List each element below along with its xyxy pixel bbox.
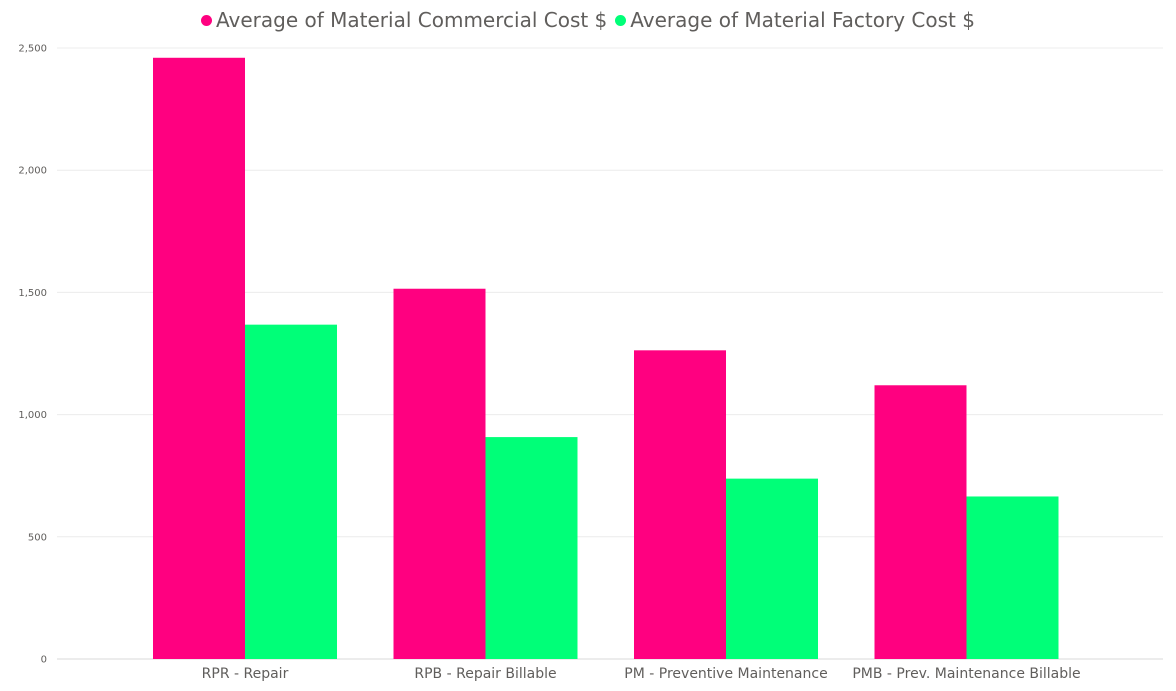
legend-dot-commercial: [201, 14, 213, 26]
bar-commercial-3[interactable]: [874, 385, 967, 659]
y-tick-label-1000: 1,000: [18, 410, 47, 421]
bar-commercial-1[interactable]: [393, 288, 486, 659]
legend: Average of Material Commercial Cost $ Av…: [0, 8, 1176, 32]
x-tick-label-3: PMB - Prev. Maintenance Billable: [852, 666, 1080, 682]
y-tick-label-0: 0: [41, 655, 47, 666]
legend-item-factory[interactable]: Average of Material Factory Cost $: [615, 8, 975, 32]
bar-factory-2[interactable]: [726, 478, 818, 659]
legend-item-commercial[interactable]: Average of Material Commercial Cost $: [201, 8, 607, 32]
legend-label-commercial: Average of Material Commercial Cost $: [216, 8, 608, 32]
legend-label-factory: Average of Material Factory Cost $: [630, 8, 975, 32]
y-tick-label-2500: 2,500: [18, 44, 47, 55]
y-tick-label-1500: 1,500: [18, 288, 47, 299]
bar-commercial-2[interactable]: [634, 350, 726, 659]
bar-commercial-0[interactable]: [153, 57, 245, 659]
bar-factory-3[interactable]: [966, 496, 1059, 659]
y-tick-label-2000: 2,000: [18, 166, 47, 177]
x-tick-label-2: PM - Preventive Maintenance: [624, 666, 827, 682]
legend-dot-factory: [615, 14, 627, 26]
x-tick-label-0: RPR - Repair: [202, 666, 289, 682]
bar-factory-1[interactable]: [485, 437, 578, 659]
bar-factory-0[interactable]: [245, 324, 337, 659]
y-tick-label-500: 500: [28, 532, 47, 543]
x-tick-label-1: RPB - Repair Billable: [414, 666, 556, 682]
